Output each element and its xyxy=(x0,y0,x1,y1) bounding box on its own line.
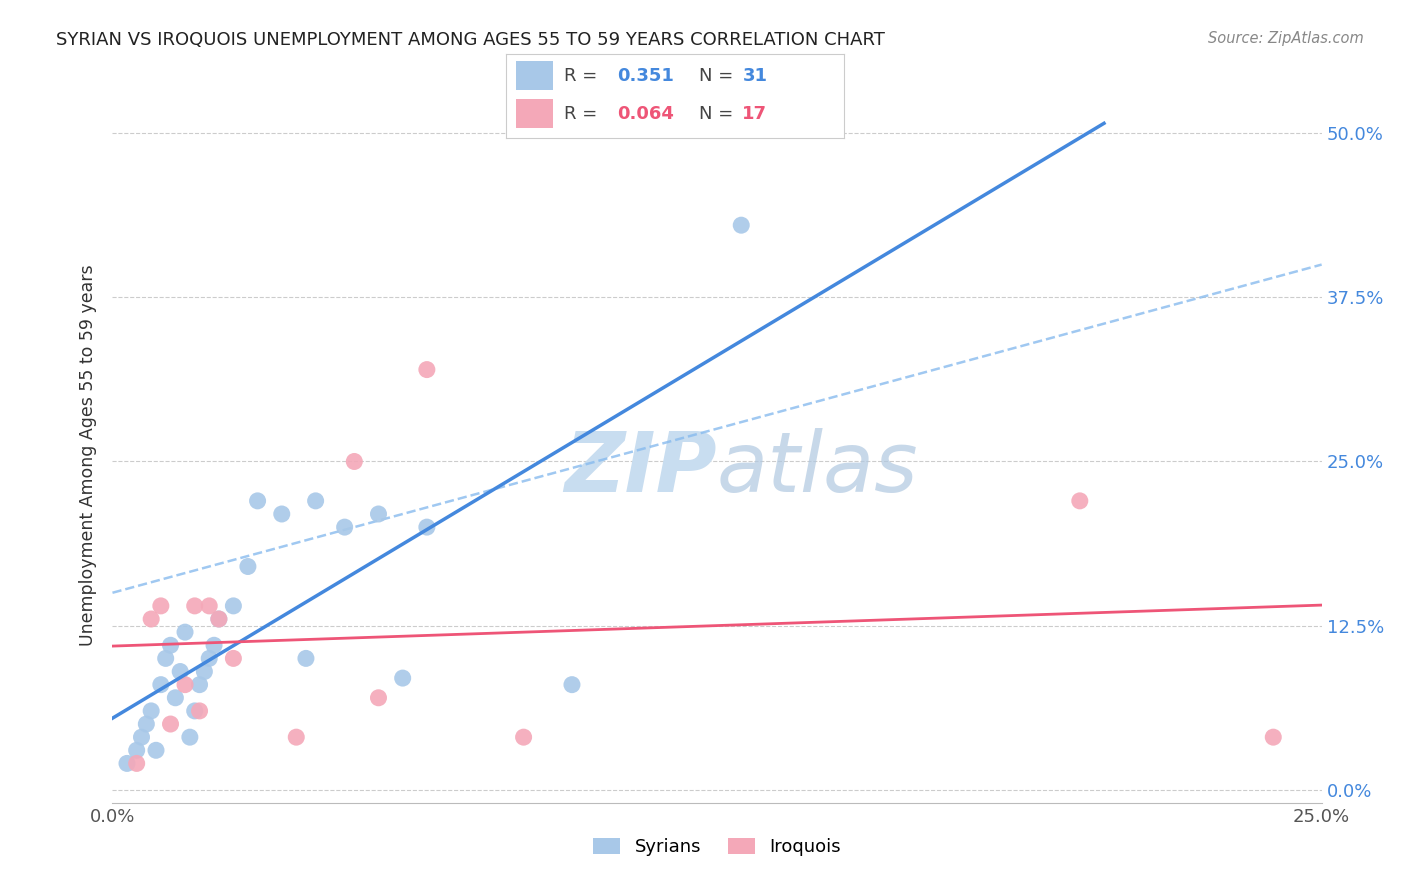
Text: 17: 17 xyxy=(742,104,768,123)
Text: SYRIAN VS IROQUOIS UNEMPLOYMENT AMONG AGES 55 TO 59 YEARS CORRELATION CHART: SYRIAN VS IROQUOIS UNEMPLOYMENT AMONG AG… xyxy=(56,31,886,49)
Point xyxy=(222,651,245,665)
Y-axis label: Unemployment Among Ages 55 to 59 years: Unemployment Among Ages 55 to 59 years xyxy=(79,264,97,646)
Text: R =: R = xyxy=(564,104,603,123)
Point xyxy=(149,678,172,692)
Text: 0.351: 0.351 xyxy=(617,67,675,85)
Point xyxy=(246,494,269,508)
Text: ZIP: ZIP xyxy=(564,428,717,509)
Point xyxy=(285,730,308,744)
Point xyxy=(367,690,389,705)
Point xyxy=(141,612,163,626)
Point xyxy=(416,362,439,376)
Text: 31: 31 xyxy=(742,67,768,85)
Point xyxy=(155,651,177,665)
Point xyxy=(304,494,326,508)
Point xyxy=(343,454,366,468)
Point xyxy=(333,520,356,534)
Text: R =: R = xyxy=(564,67,603,85)
Point xyxy=(125,756,148,771)
Point xyxy=(295,651,318,665)
Point xyxy=(174,678,197,692)
Point xyxy=(208,612,231,626)
Point xyxy=(188,704,211,718)
Point xyxy=(179,730,201,744)
Point xyxy=(115,756,138,771)
Point xyxy=(159,717,181,731)
Point xyxy=(174,625,197,640)
Text: N =: N = xyxy=(699,67,738,85)
Point xyxy=(730,218,752,232)
Point xyxy=(183,704,205,718)
Point xyxy=(367,507,389,521)
Point xyxy=(131,730,153,744)
Bar xyxy=(516,62,554,90)
Bar xyxy=(516,99,554,128)
Point xyxy=(188,678,211,692)
Point xyxy=(416,520,439,534)
Point xyxy=(183,599,205,613)
Point xyxy=(193,665,215,679)
Point xyxy=(512,730,534,744)
Point xyxy=(159,638,181,652)
Point xyxy=(1263,730,1285,744)
Point xyxy=(208,612,231,626)
Point xyxy=(169,665,191,679)
Text: 0.064: 0.064 xyxy=(617,104,675,123)
Point xyxy=(236,559,259,574)
Point xyxy=(270,507,292,521)
Point xyxy=(149,599,172,613)
Text: Source: ZipAtlas.com: Source: ZipAtlas.com xyxy=(1208,31,1364,46)
Point xyxy=(1069,494,1091,508)
Text: atlas: atlas xyxy=(717,428,918,509)
Point xyxy=(141,704,163,718)
Point xyxy=(165,690,187,705)
Point xyxy=(391,671,413,685)
Point xyxy=(125,743,148,757)
Point xyxy=(198,599,221,613)
Point xyxy=(202,638,225,652)
Legend: Syrians, Iroquois: Syrians, Iroquois xyxy=(586,830,848,863)
Point xyxy=(198,651,221,665)
Point xyxy=(561,678,583,692)
Point xyxy=(145,743,167,757)
Point xyxy=(135,717,157,731)
Point xyxy=(222,599,245,613)
Text: N =: N = xyxy=(699,104,738,123)
